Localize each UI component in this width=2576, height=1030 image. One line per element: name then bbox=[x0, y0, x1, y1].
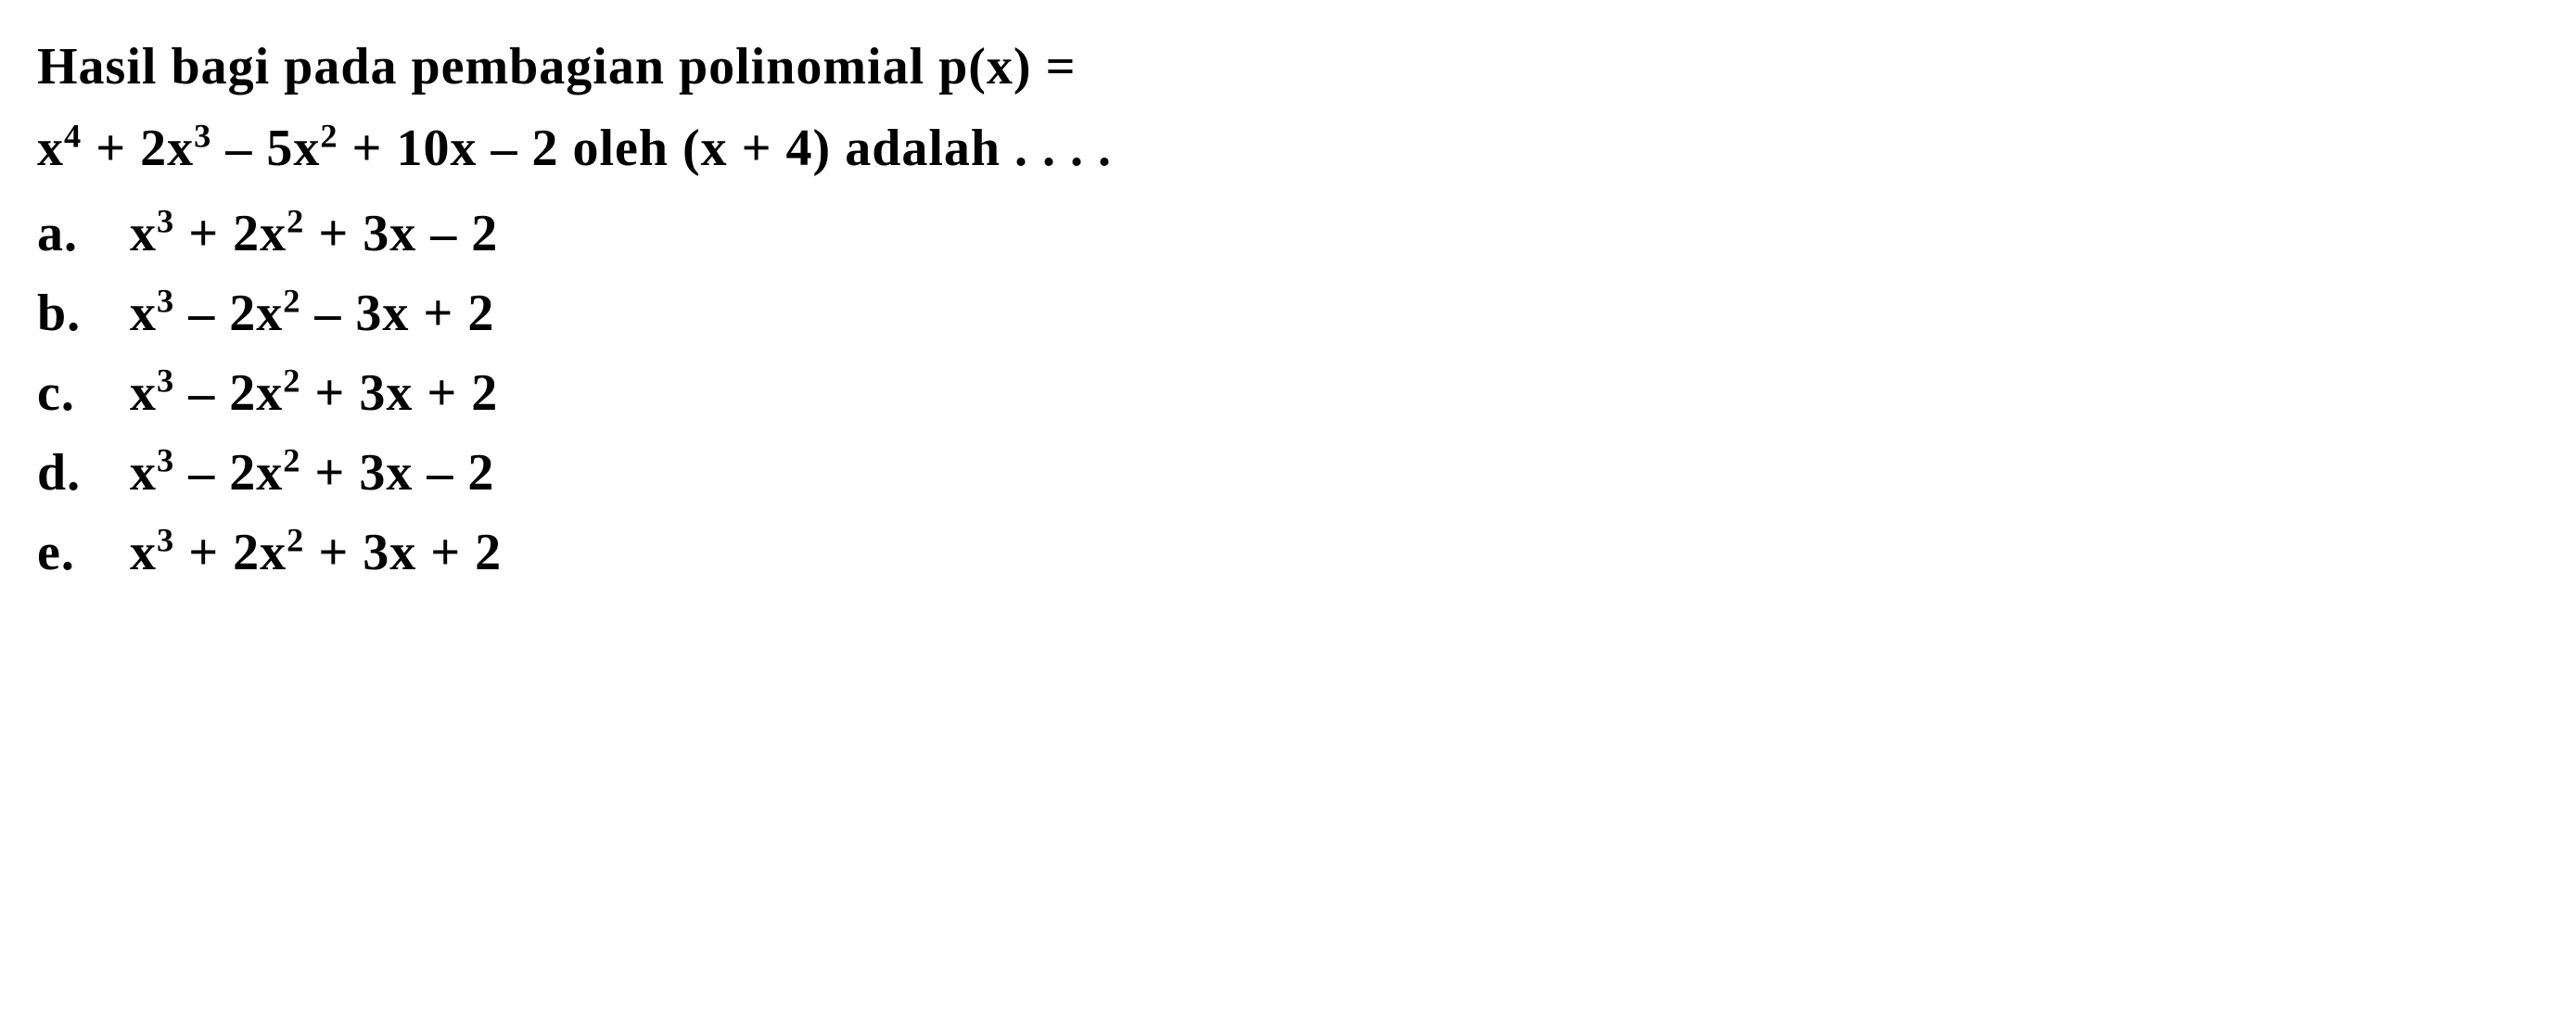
question-line-1: Hasil bagi pada pembagian polinomial p(x… bbox=[37, 28, 2539, 106]
option-content: x3 + 2x2 + 3x – 2 bbox=[130, 195, 2539, 273]
question-line-2: x4 + 2x3 – 5x2 + 10x – 2 oleh (x + 4) ad… bbox=[37, 109, 2539, 187]
option-letter: a. bbox=[37, 195, 130, 273]
formula-part: + 2x bbox=[174, 524, 287, 581]
exponent: 2 bbox=[287, 202, 304, 239]
formula-part: x bbox=[130, 364, 157, 422]
formula-part: x bbox=[37, 120, 64, 177]
option-b: b. x3 – 2x2 – 3x + 2 bbox=[37, 274, 2539, 352]
option-a: a. x3 + 2x2 + 3x – 2 bbox=[37, 195, 2539, 273]
formula-part: + 3x + 2 bbox=[300, 364, 498, 422]
option-d: d. x3 – 2x2 + 3x – 2 bbox=[37, 434, 2539, 512]
exponent: 2 bbox=[320, 117, 338, 154]
formula-part: x bbox=[130, 524, 157, 581]
formula-part: + 3x + 2 bbox=[304, 524, 502, 581]
exponent: 2 bbox=[283, 441, 300, 478]
formula-part: + 10x – 2 oleh (x + 4) adalah . . . . bbox=[338, 120, 1113, 177]
formula-part: – 5x bbox=[211, 120, 320, 177]
exponent: 3 bbox=[157, 202, 174, 239]
option-c: c. x3 – 2x2 + 3x + 2 bbox=[37, 354, 2539, 432]
formula-part: x bbox=[130, 205, 157, 262]
exponent: 3 bbox=[157, 521, 174, 558]
formula-part: + 2x bbox=[82, 120, 194, 177]
option-letter: b. bbox=[37, 274, 130, 352]
exponent: 2 bbox=[283, 362, 300, 399]
option-e: e. x3 + 2x2 + 3x + 2 bbox=[37, 514, 2539, 591]
options-list: a. x3 + 2x2 + 3x – 2 b. x3 – 2x2 – 3x + … bbox=[37, 195, 2539, 591]
question-text-1: Hasil bagi pada pembagian polinomial p(x… bbox=[37, 38, 1076, 95]
option-content: x3 – 2x2 + 3x – 2 bbox=[130, 434, 2539, 512]
formula-part: – 3x + 2 bbox=[300, 285, 494, 342]
option-letter: d. bbox=[37, 434, 130, 512]
option-content: x3 – 2x2 – 3x + 2 bbox=[130, 274, 2539, 352]
formula-part: – 2x bbox=[174, 444, 283, 502]
formula-part: – 2x bbox=[174, 285, 283, 342]
formula-part: + 3x – 2 bbox=[300, 444, 494, 502]
formula-part: + 2x bbox=[174, 205, 287, 262]
exponent: 3 bbox=[194, 117, 211, 154]
formula-part: x bbox=[130, 444, 157, 502]
question-block: Hasil bagi pada pembagian polinomial p(x… bbox=[37, 28, 2539, 591]
exponent: 3 bbox=[157, 441, 174, 478]
option-letter: c. bbox=[37, 354, 130, 432]
formula-part: x bbox=[130, 285, 157, 342]
exponent: 2 bbox=[283, 282, 300, 319]
option-content: x3 – 2x2 + 3x + 2 bbox=[130, 354, 2539, 432]
exponent: 4 bbox=[64, 117, 82, 154]
exponent: 3 bbox=[157, 282, 174, 319]
formula-part: + 3x – 2 bbox=[304, 205, 498, 262]
option-content: x3 + 2x2 + 3x + 2 bbox=[130, 514, 2539, 591]
option-letter: e. bbox=[37, 514, 130, 591]
exponent: 2 bbox=[287, 521, 304, 558]
formula-part: – 2x bbox=[174, 364, 283, 422]
exponent: 3 bbox=[157, 362, 174, 399]
